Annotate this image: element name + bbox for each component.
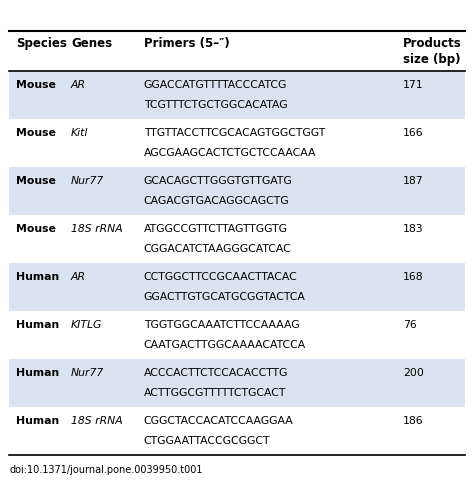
Bar	[9, 359, 465, 407]
Text: 18S rRNA: 18S rRNA	[71, 223, 123, 234]
Text: Genes: Genes	[71, 36, 112, 50]
Text: 166: 166	[403, 128, 424, 137]
Text: Species: Species	[16, 36, 67, 50]
Text: Products: Products	[403, 36, 462, 50]
Text: TGGTGGCAAATCTTCCAAAAG: TGGTGGCAAATCTTCCAAAAG	[144, 320, 300, 329]
Text: Human: Human	[16, 272, 60, 282]
Bar	[9, 71, 465, 119]
Text: ACTTGGCGTTTTTCTGCACT: ACTTGGCGTTTTTCTGCACT	[144, 388, 286, 398]
Text: CGGCTACCACATCCAAGGAA: CGGCTACCACATCCAAGGAA	[144, 416, 293, 426]
Bar	[9, 311, 465, 359]
Text: GGACCATGTTTTACCCATCG: GGACCATGTTTTACCCATCG	[144, 80, 287, 89]
Text: Mouse: Mouse	[16, 128, 56, 137]
Text: 186: 186	[403, 416, 424, 426]
Text: Nur77: Nur77	[71, 176, 104, 186]
Text: CAATGACTTGGCAAAACATCCA: CAATGACTTGGCAAAACATCCA	[144, 340, 306, 350]
Text: 183: 183	[403, 223, 424, 234]
Text: 200: 200	[403, 368, 424, 378]
Text: Primers (5–″): Primers (5–″)	[144, 36, 229, 50]
Text: GGACTTGTGCATGCGGTACTCA: GGACTTGTGCATGCGGTACTCA	[144, 292, 306, 302]
Text: TCGTTTCTGCTGGCACATAG: TCGTTTCTGCTGGCACATAG	[144, 100, 287, 109]
Text: Human: Human	[16, 320, 60, 329]
Text: KITLG: KITLG	[71, 320, 102, 329]
Text: 187: 187	[403, 176, 424, 186]
Text: Human: Human	[16, 368, 60, 378]
Text: Human: Human	[16, 416, 60, 426]
Text: TTGTTACCTTCGCACAGTGGCTGGT: TTGTTACCTTCGCACAGTGGCTGGT	[144, 128, 325, 137]
Text: Mouse: Mouse	[16, 176, 56, 186]
Bar	[9, 215, 465, 263]
Text: 76: 76	[403, 320, 417, 329]
Bar	[9, 119, 465, 167]
Text: GCACAGCTTGGGTGTTGATG: GCACAGCTTGGGTGTTGATG	[144, 176, 292, 186]
Text: 168: 168	[403, 272, 424, 282]
Text: AR: AR	[71, 80, 86, 89]
Text: CGGACATCTAAGGGCATCAC: CGGACATCTAAGGGCATCAC	[144, 244, 292, 254]
Bar	[9, 263, 465, 311]
Text: Nur77: Nur77	[71, 368, 104, 378]
Text: AGCGAAGCACTCTGCTCCAACAA: AGCGAAGCACTCTGCTCCAACAA	[144, 148, 316, 158]
Text: Mouse: Mouse	[16, 223, 56, 234]
Text: CAGACGTGACAGGCAGCTG: CAGACGTGACAGGCAGCTG	[144, 196, 289, 206]
Text: size (bp): size (bp)	[403, 54, 461, 66]
Text: Kitl: Kitl	[71, 128, 88, 137]
Text: ATGGCCGTTCTTAGTTGGTG: ATGGCCGTTCTTAGTTGGTG	[144, 223, 288, 234]
Text: Mouse: Mouse	[16, 80, 56, 89]
Bar	[9, 407, 465, 455]
Bar	[9, 167, 465, 215]
Text: doi:10.1371/journal.pone.0039950.t001: doi:10.1371/journal.pone.0039950.t001	[9, 464, 203, 474]
Text: ACCCACTTCTCCACACCTTG: ACCCACTTCTCCACACCTTG	[144, 368, 288, 378]
Text: AR: AR	[71, 272, 86, 282]
Text: CTGGAATTACCGCGGCT: CTGGAATTACCGCGGCT	[144, 436, 270, 446]
Text: 171: 171	[403, 80, 424, 89]
Text: CCTGGCTTCCGCAACTTACAC: CCTGGCTTCCGCAACTTACAC	[144, 272, 298, 282]
Text: 18S rRNA: 18S rRNA	[71, 416, 123, 426]
